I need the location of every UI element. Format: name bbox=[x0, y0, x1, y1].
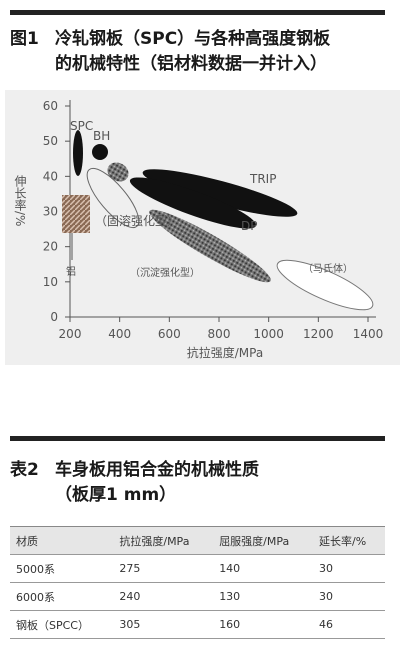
header-cell: 材质 bbox=[10, 526, 114, 555]
row: 钢板（SPCC） 305 160 46 bbox=[10, 610, 385, 639]
cell: 140 bbox=[213, 554, 314, 583]
y-tick-label: 20 bbox=[43, 240, 58, 254]
cell: 钢板（SPCC） bbox=[10, 610, 114, 639]
cell: 240 bbox=[113, 582, 214, 611]
figure-number: 图1 bbox=[10, 29, 39, 49]
x-tick-label: 400 bbox=[108, 327, 131, 341]
y-tick-label: 60 bbox=[43, 99, 58, 113]
y-tick-label: 40 bbox=[43, 169, 58, 183]
bh-region bbox=[92, 144, 108, 160]
cell: 130 bbox=[213, 582, 314, 611]
y-tick-label: 50 bbox=[43, 134, 58, 148]
rule bbox=[10, 436, 385, 441]
x-tick-label: 1200 bbox=[303, 327, 334, 341]
x-tick-label: 1000 bbox=[253, 327, 284, 341]
region-label: （固溶强化型） bbox=[95, 213, 179, 228]
cell: 30 bbox=[313, 582, 385, 611]
cell: 5000系 bbox=[10, 554, 114, 583]
row: 5000系 275 140 30 bbox=[10, 554, 385, 583]
figure-title: 冷轧钢板（SPC）与各种高强度钢板 bbox=[55, 29, 331, 49]
x-tick-label: 600 bbox=[158, 327, 181, 341]
table-title: （板厚1 mm） bbox=[55, 485, 177, 505]
regions bbox=[62, 130, 374, 311]
x-axis-label: 抗拉强度/MPa bbox=[187, 345, 263, 360]
y-tick-label: 10 bbox=[43, 275, 58, 289]
x-tick-label: 200 bbox=[59, 327, 82, 341]
figure-title: 的机械特性（铝材料数据一并计入） bbox=[55, 54, 327, 74]
region-label: DP bbox=[241, 219, 257, 233]
region-label: SPC bbox=[70, 119, 93, 133]
aluminum-region bbox=[62, 195, 90, 233]
cell: 30 bbox=[313, 554, 385, 583]
cell: 6000系 bbox=[10, 582, 114, 611]
header-cell: 抗拉强度/MPa bbox=[113, 526, 214, 555]
x-tick-label: 1400 bbox=[353, 327, 384, 341]
region bbox=[107, 162, 129, 182]
cell: 160 bbox=[213, 610, 314, 639]
rule bbox=[10, 10, 385, 15]
table: 材质 抗拉强度/MPa 屈服强度/MPa 延长率/% 5000系 275 140 30 6000… bbox=[10, 526, 385, 639]
header-cell: 延长率/% bbox=[313, 526, 385, 555]
precip-region bbox=[149, 209, 271, 283]
table-number: 表2 bbox=[10, 460, 39, 480]
spc-region bbox=[73, 130, 83, 176]
table-title: 车身板用铝合金的机械性质 bbox=[55, 460, 259, 480]
region-label: 铝 bbox=[66, 266, 76, 278]
cell: 46 bbox=[313, 610, 385, 639]
region-label: TRIP bbox=[249, 172, 276, 186]
figure: 0 10 20 30 40 50 60 200 400 600 800 1000 1200 1400 SP… bbox=[5, 90, 400, 365]
region-label: BH bbox=[93, 129, 110, 143]
y-tick-label: 0 bbox=[50, 310, 58, 324]
martensite-region bbox=[276, 259, 374, 311]
solid-region bbox=[86, 167, 140, 229]
x-tick-label: 800 bbox=[208, 327, 231, 341]
region-label: （马氏体） bbox=[303, 263, 353, 275]
trip-region bbox=[142, 169, 298, 217]
dp-region bbox=[129, 177, 257, 229]
y-tick-label: 30 bbox=[43, 205, 58, 219]
y-axis-label: 伸长率/% bbox=[13, 175, 27, 227]
row: 6000系 240 130 30 bbox=[10, 582, 385, 611]
cell: 305 bbox=[113, 610, 214, 639]
region-label: （沉淀强化型） bbox=[130, 266, 200, 279]
header-cell: 屈服强度/MPa bbox=[213, 526, 314, 555]
cell: 275 bbox=[113, 554, 214, 583]
